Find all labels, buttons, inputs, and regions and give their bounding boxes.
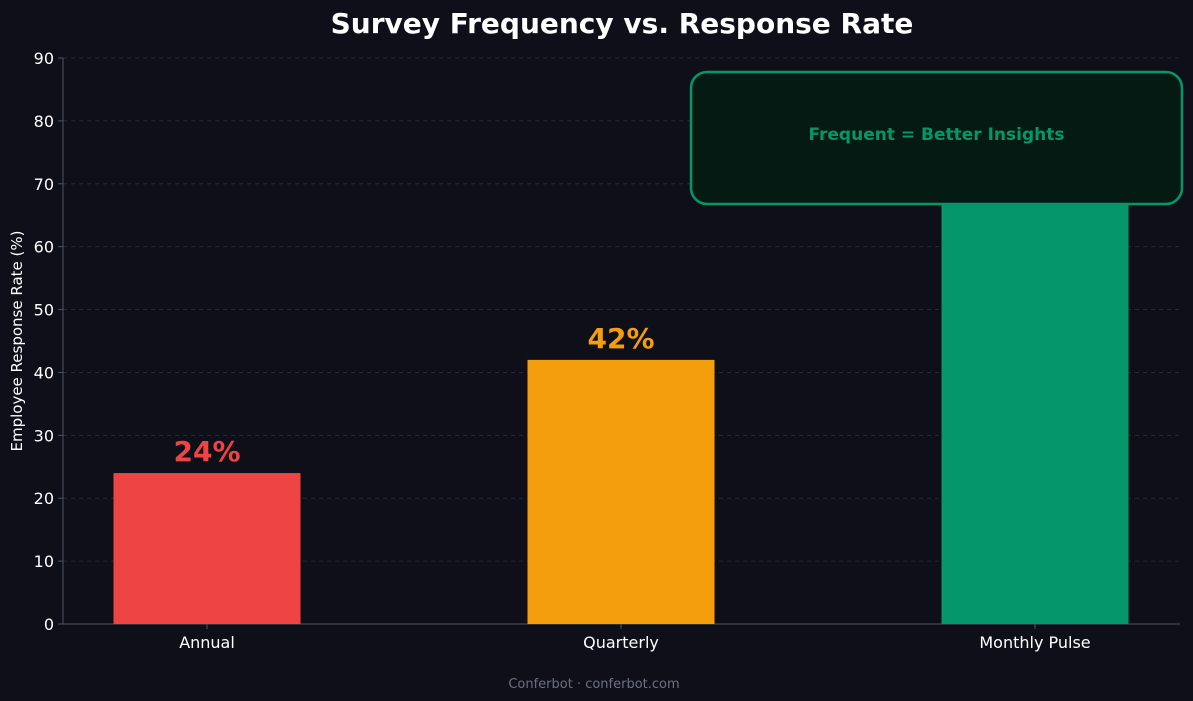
- chart-title: Survey Frequency vs. Response Rate: [331, 7, 914, 40]
- bars: [113, 202, 1129, 624]
- annotation-box: [689, 70, 1184, 206]
- y-tick-label: 50: [34, 301, 54, 320]
- y-tick-label: 40: [34, 363, 54, 382]
- x-tick-label: Monthly Pulse: [979, 633, 1090, 652]
- y-tick-label: 80: [34, 112, 54, 131]
- annotation-text: Frequent = Better Insights: [808, 125, 1064, 145]
- x-tick-labels: Annual Quarterly Monthly Pulse: [179, 624, 1091, 652]
- bar-monthly-pulse: [941, 202, 1129, 624]
- y-tick-label: 20: [34, 489, 54, 508]
- value-label: 42%: [587, 322, 654, 355]
- y-tick-label: 30: [34, 426, 54, 445]
- value-label: 24%: [173, 435, 240, 468]
- footer-credit: Conferbot · conferbot.com: [508, 677, 679, 692]
- bar-quarterly: [527, 359, 715, 624]
- annotation-callout: Frequent = Better Insights: [689, 70, 1184, 206]
- y-tick-label: 70: [34, 175, 54, 194]
- y-tick-labels: 0 10 20 30 40 50 60 70 80 90: [34, 49, 63, 634]
- y-tick-label: 90: [34, 49, 54, 68]
- y-tick-label: 10: [34, 552, 54, 571]
- y-tick-label: 0: [44, 615, 54, 634]
- y-axis-label: Employee Response Rate (%): [8, 231, 26, 452]
- bar-annual: [113, 473, 301, 624]
- x-tick-label: Quarterly: [583, 633, 659, 652]
- value-labels: 24% 42%: [173, 322, 654, 468]
- x-tick-label: Annual: [179, 633, 235, 652]
- y-tick-label: 60: [34, 238, 54, 257]
